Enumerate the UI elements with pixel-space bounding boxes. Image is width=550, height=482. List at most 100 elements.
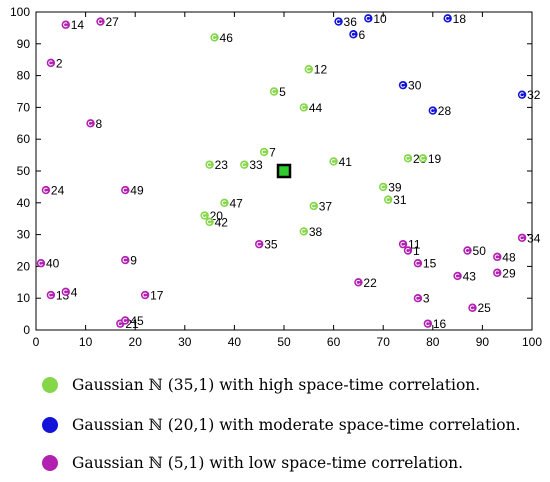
data-point: [384, 195, 392, 203]
point-label: 36: [344, 15, 358, 29]
legend-dot-high: [42, 377, 58, 393]
x-tick-label: 90: [476, 335, 490, 349]
y-tick-label: 70: [17, 100, 31, 114]
x-tick-label: 100: [522, 335, 542, 349]
data-point: [404, 246, 412, 254]
data-point: [379, 183, 387, 191]
x-tick-label: 80: [426, 335, 440, 349]
data-point: [364, 14, 372, 22]
point-label: 27: [105, 15, 119, 29]
data-point: [404, 154, 412, 162]
point-label: 12: [314, 63, 328, 77]
data-point: [429, 106, 437, 114]
point-label: 30: [408, 79, 422, 93]
legend-dot-low: [42, 455, 58, 471]
point-label: 25: [477, 301, 491, 315]
x-tick-label: 0: [33, 335, 40, 349]
point-label: 33: [249, 158, 263, 172]
point-label: 37: [319, 199, 333, 213]
data-point: [414, 259, 422, 267]
sink-node: [278, 165, 290, 177]
x-tick-label: 20: [129, 335, 143, 349]
y-tick-label: 60: [17, 132, 31, 146]
data-point: [210, 33, 218, 41]
data-points: 4612544723334126193931473720423836101863…: [37, 12, 541, 331]
x-tick-label: 40: [228, 335, 242, 349]
data-point: [424, 319, 432, 327]
data-point: [443, 14, 451, 22]
data-point: [414, 294, 422, 302]
data-point: [255, 240, 263, 248]
y-tick-label: 0: [23, 323, 30, 337]
point-label: 31: [393, 193, 407, 207]
point-label: 9: [130, 254, 137, 268]
data-point: [121, 186, 129, 194]
point-label: 49: [130, 184, 144, 198]
data-point: [96, 17, 104, 25]
y-tick-label: 90: [17, 37, 31, 51]
point-label: 17: [150, 289, 164, 303]
point-label: 45: [130, 314, 144, 328]
data-point: [493, 269, 501, 277]
data-point: [37, 259, 45, 267]
y-tick-label: 20: [17, 259, 31, 273]
data-point: [354, 278, 362, 286]
point-label: 40: [46, 257, 60, 271]
data-point: [349, 30, 357, 38]
point-label: 47: [229, 196, 243, 210]
data-point: [468, 304, 476, 312]
point-label: 38: [309, 225, 323, 239]
data-point: [300, 103, 308, 111]
data-point: [399, 81, 407, 89]
point-label: 10: [373, 12, 387, 26]
point-label: 6: [358, 28, 365, 42]
data-point: [310, 202, 318, 210]
point-label: 2: [56, 56, 63, 70]
point-label: 15: [423, 257, 437, 271]
point-label: 5: [279, 85, 286, 99]
data-point: [220, 199, 228, 207]
point-label: 28: [438, 104, 452, 118]
data-point: [205, 160, 213, 168]
point-label: 7: [269, 145, 276, 159]
y-tick-label: 80: [17, 69, 31, 83]
data-point: [62, 21, 70, 29]
axes: 0 10 20 30 40 50 60 70 80 90 100 0 10 20 30 40 50 60 70 80 9…: [10, 5, 542, 349]
data-point: [260, 148, 268, 156]
point-label: 34: [527, 231, 541, 245]
point-label: 29: [502, 266, 516, 280]
legend-dot-moderate: [42, 417, 58, 433]
data-point: [62, 288, 70, 296]
legend-item-high: Gaussian ℕ (35,1) with high space-time c…: [42, 374, 480, 396]
data-point: [334, 17, 342, 25]
data-point: [121, 316, 129, 324]
scatter-plot: 0 10 20 30 40 50 60 70 80 90 100010203040506070809…: [0, 0, 550, 360]
point-label: 44: [309, 101, 323, 115]
point-label: 3: [423, 292, 430, 306]
x-tick-label: 30: [178, 335, 192, 349]
point-label: 22: [363, 276, 377, 290]
point-label: 8: [96, 117, 103, 131]
data-point: [270, 87, 278, 95]
point-label: 48: [502, 250, 516, 264]
legend-label-low: Gaussian ℕ (5,1) with low space-time cor…: [72, 454, 463, 472]
point-label: 35: [264, 238, 278, 252]
point-label: 14: [71, 18, 85, 32]
data-point: [42, 186, 50, 194]
point-label: 23: [215, 158, 229, 172]
data-point: [47, 291, 55, 299]
data-point: [518, 234, 526, 242]
y-tick-label: 30: [17, 228, 31, 242]
point-label: 46: [220, 31, 234, 45]
data-point: [86, 119, 94, 127]
data-point: [329, 157, 337, 165]
point-label: 19: [428, 152, 442, 166]
data-point: [463, 246, 471, 254]
x-tick-label: 10: [79, 335, 93, 349]
y-tick-label: 100: [10, 5, 30, 19]
data-point: [493, 253, 501, 261]
data-point: [47, 59, 55, 67]
data-point: [141, 291, 149, 299]
point-label: 42: [215, 215, 229, 229]
x-tick-label: 70: [377, 335, 391, 349]
